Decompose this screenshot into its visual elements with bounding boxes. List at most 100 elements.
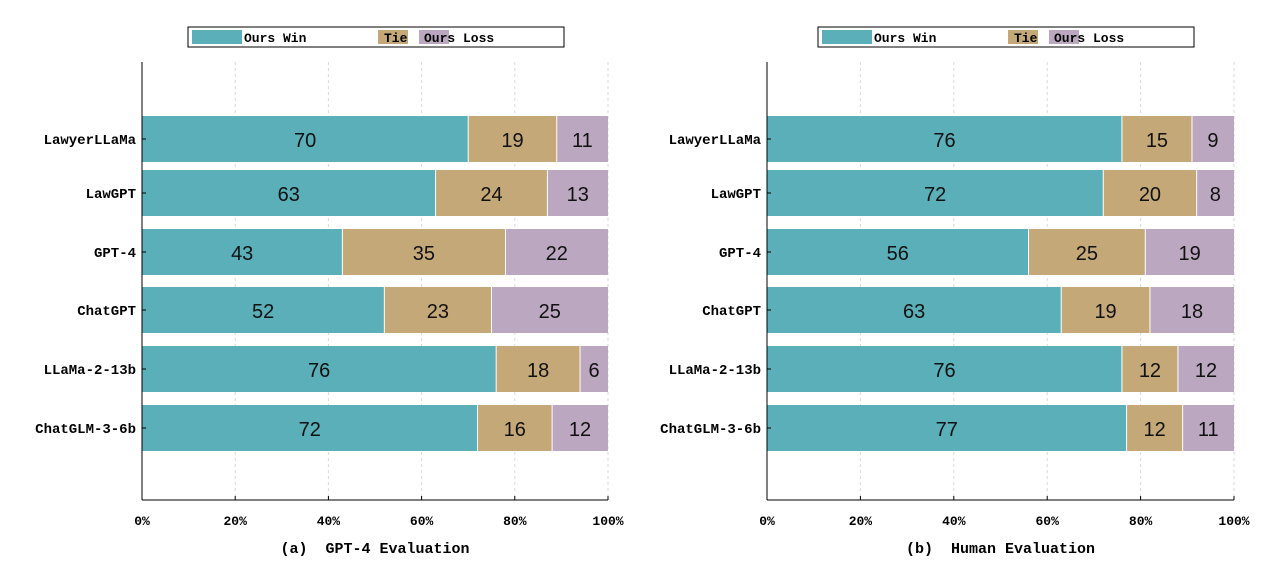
data-label: 77 (936, 419, 958, 441)
bar-ours-loss (1196, 170, 1234, 216)
chart-panel-0: 70 19 11 LawyerLLaMa 63 24 13 LawGPT 43 35 22 GPT-4… (35, 26, 624, 558)
data-label: 13 (567, 184, 589, 206)
bar-ours-loss (505, 229, 608, 275)
category-label: GPT-4 (94, 246, 136, 262)
data-label: 70 (294, 130, 316, 152)
data-label: 19 (501, 130, 523, 152)
bar-ours-win (142, 170, 436, 216)
data-label: 19 (1094, 301, 1116, 323)
data-label: 18 (527, 360, 549, 382)
bar-ours-win (142, 346, 497, 392)
category-label: ChatGPT (77, 304, 136, 320)
x-tick-label: 0% (134, 514, 150, 529)
legend-entry: Ours Loss (424, 31, 494, 46)
x-tick-label: 60% (1035, 514, 1059, 529)
data-label: 18 (1181, 301, 1203, 323)
legend-swatch (192, 30, 242, 44)
data-label: 16 (504, 419, 526, 441)
data-label: 23 (427, 301, 449, 323)
data-label: 24 (480, 184, 502, 206)
bar-ours-win (767, 116, 1122, 162)
bar-ours-win (767, 287, 1062, 333)
data-label: 76 (308, 360, 330, 382)
bar-ours-loss (1182, 405, 1234, 451)
bar-ours-loss (547, 170, 608, 216)
bar-tie (1121, 116, 1192, 162)
bar-ours-win (767, 346, 1122, 392)
data-label: 76 (933, 360, 955, 382)
bar-ours-win (767, 170, 1104, 216)
x-tick-label: 80% (503, 514, 527, 529)
legend-box (187, 26, 565, 48)
data-label: 35 (413, 243, 435, 265)
bar-tie (1126, 405, 1183, 451)
data-label: 63 (903, 301, 925, 323)
bar-ours-loss (580, 346, 608, 392)
category-label: ChatGPT (702, 304, 761, 320)
chart-panel-1: 76 15 9 LawyerLLaMa 72 20 8 LawGPT 56 25 19 GPT-4 63… (660, 26, 1250, 558)
data-label: 63 (278, 184, 300, 206)
x-tick-label: 100% (592, 514, 623, 529)
bar-tie (1103, 170, 1197, 216)
x-tick-label: 40% (317, 514, 341, 529)
legend: Ours Win Tie Ours Loss (187, 26, 565, 48)
data-label: 6 (588, 360, 599, 382)
bar-ours-win (767, 405, 1127, 451)
category-label: LawGPT (711, 187, 761, 203)
data-label: 12 (1143, 419, 1165, 441)
x-tick-label: 40% (942, 514, 966, 529)
bar-ours-loss (552, 405, 608, 451)
data-label: 43 (231, 243, 253, 265)
bar-ours-win (142, 229, 343, 275)
bar-ours-loss (491, 287, 608, 333)
data-label: 9 (1207, 130, 1218, 152)
data-label: 11 (572, 130, 593, 152)
data-label: 52 (252, 301, 274, 323)
legend-box (817, 26, 1195, 48)
bar-tie (435, 170, 548, 216)
x-tick-label: 20% (849, 514, 873, 529)
category-label: GPT-4 (719, 246, 761, 262)
bar-tie (1061, 287, 1150, 333)
bar-tie (468, 116, 557, 162)
bar-tie (477, 405, 553, 451)
legend-entry: Ours Loss (1054, 31, 1124, 46)
x-tick-label: 100% (1218, 514, 1249, 529)
legend-entry: Ours Win (244, 31, 307, 46)
legend-swatch (1049, 30, 1079, 44)
data-label: 12 (569, 419, 591, 441)
x-tick-label: 20% (223, 514, 247, 529)
bar-ours-win (767, 229, 1029, 275)
bar-tie (384, 287, 492, 333)
category-label: LLaMa-2-13b (44, 363, 136, 379)
data-label: 20 (1139, 184, 1161, 206)
bar-ours-loss (1177, 346, 1234, 392)
data-label: 12 (1195, 360, 1217, 382)
data-label: 11 (1198, 419, 1219, 441)
data-label: 25 (1076, 243, 1098, 265)
category-label: LawyerLLaMa (669, 133, 762, 149)
data-label: 56 (887, 243, 909, 265)
data-label: 8 (1210, 184, 1221, 206)
category-label: LawGPT (86, 187, 136, 203)
legend-swatch (378, 30, 408, 44)
data-label: 72 (924, 184, 946, 206)
bar-tie (1028, 229, 1146, 275)
legend-swatch (1008, 30, 1038, 44)
category-label: LawyerLLaMa (44, 133, 137, 149)
data-label: 22 (546, 243, 568, 265)
bar-ours-loss (1191, 116, 1234, 162)
x-tick-label: 80% (1129, 514, 1153, 529)
data-label: 76 (933, 130, 955, 152)
data-label: 15 (1146, 130, 1168, 152)
bar-tie (496, 346, 581, 392)
chart-caption: (b) Human Evaluation (906, 541, 1095, 558)
bar-ours-loss (556, 116, 608, 162)
data-label: 19 (1179, 243, 1201, 265)
bar-ours-win (142, 116, 469, 162)
bar-ours-win (142, 287, 385, 333)
chart-caption: (a) GPT-4 Evaluation (280, 541, 469, 558)
category-label: ChatGLM-3-6b (660, 422, 761, 438)
bar-ours-loss (1149, 287, 1234, 333)
